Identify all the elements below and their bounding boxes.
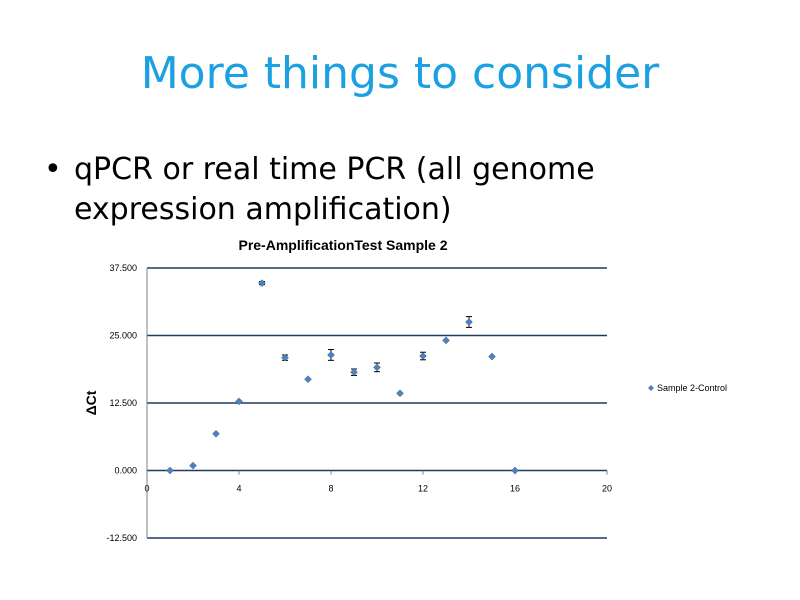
x-tick-label: 8 xyxy=(328,484,333,494)
y-tick-label: 37.500 xyxy=(109,263,137,273)
legend-label: Sample 2-Control xyxy=(657,383,727,393)
data-point xyxy=(419,352,427,360)
bullet-marker: • xyxy=(44,152,62,187)
data-point xyxy=(258,279,266,287)
y-tick-label: 12.500 xyxy=(109,398,137,408)
data-point xyxy=(373,363,381,372)
data-point xyxy=(281,353,289,362)
legend-marker xyxy=(648,385,654,391)
data-point xyxy=(350,368,358,377)
data-point xyxy=(488,352,496,361)
chart-title: Pre-AmplificationTest Sample 2 xyxy=(238,237,447,253)
data-point xyxy=(327,351,335,359)
data-point xyxy=(442,336,450,345)
x-tick-label: 12 xyxy=(418,484,428,494)
x-tick-label: 20 xyxy=(602,484,612,494)
data-point xyxy=(511,466,519,475)
data-point xyxy=(396,389,404,398)
data-point xyxy=(189,461,197,470)
x-tick-label: 4 xyxy=(236,484,241,494)
data-point xyxy=(166,466,174,475)
y-axis-label: ΔCt xyxy=(83,390,99,415)
data-point xyxy=(304,375,312,384)
data-point xyxy=(235,397,243,406)
y-tick-label: 0.000 xyxy=(114,466,137,476)
y-tick-label: -12.500 xyxy=(106,533,137,543)
bullet-text: qPCR or real time PCR (all genome expres… xyxy=(74,152,595,227)
data-point xyxy=(212,429,220,438)
data-point xyxy=(465,318,473,326)
slide-title: More things to consider xyxy=(140,48,660,99)
x-tick-label: 16 xyxy=(510,484,520,494)
y-tick-label: 25.000 xyxy=(109,331,137,341)
x-tick-label: 0 xyxy=(144,484,149,494)
